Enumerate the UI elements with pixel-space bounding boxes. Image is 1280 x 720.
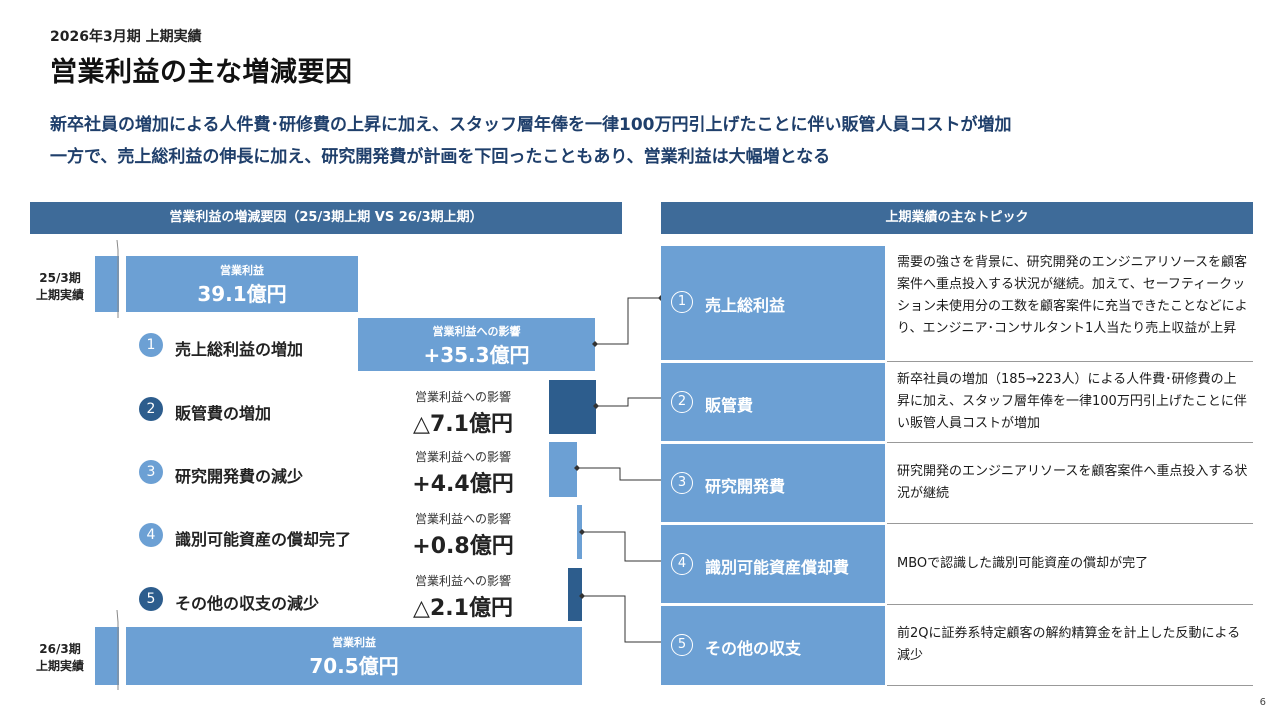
topic-2-box: 2 販管費: [661, 363, 885, 441]
factor-2-label: 販管費の増加: [175, 404, 272, 423]
topic-2-description: 新卒社員の増加（185→223人）による人件費･研修費の上昇に加え、スタッフ層年…: [897, 372, 1247, 431]
topic-4-label: 識別可能資産償却費: [705, 558, 850, 577]
factor-4-label: 識別可能資産の償却完了: [175, 530, 352, 549]
topic-1-box: 1 売上総利益: [661, 246, 885, 360]
topic-1-label: 売上総利益: [705, 296, 786, 315]
factor-1-impact-label: 営業利益への影響: [432, 325, 521, 338]
factor-2-bar: [549, 380, 596, 434]
topic-3-number: 3: [671, 472, 693, 494]
topic-4-box: 4 識別可能資産償却費: [661, 525, 885, 603]
topic-4-description: MBOで認識した識別可能資産の償却が完了: [897, 556, 1149, 571]
topic-1-number: 1: [671, 291, 693, 313]
topic-3-box: 3 研究開発費: [661, 444, 885, 522]
topic-4-number: 4: [671, 553, 693, 575]
topic-5-box: 5 その他の収支: [661, 606, 885, 685]
left-panel-heading: 営業利益の増減要因（25/3期上期 VS 26/3期上期）: [30, 202, 622, 234]
start-axis-stub: [95, 256, 119, 312]
factor-4-impact-label: 営業利益への影響: [414, 512, 511, 526]
topic-5-description: 前2Qに証券系特定顧客の解約精算金を計上した反動による減少: [897, 626, 1241, 663]
factor-1-number: 1: [139, 333, 163, 357]
factor-3-impact-label: 営業利益への影響: [414, 450, 511, 464]
end-period-label: 26/3期 上期実績: [30, 641, 90, 675]
factor-3-label: 研究開発費の減少: [175, 467, 304, 486]
page-title: 営業利益の主な増減要因: [50, 57, 353, 88]
topic-2-number: 2: [671, 391, 693, 413]
lead-text-1: 新卒社員の増加による人件費･研修費の上昇に加え、スタッフ層年俸を一律100万円引…: [50, 115, 1012, 135]
start-side-2: 上期実績: [35, 288, 84, 302]
topic-3-label: 研究開発費: [705, 477, 786, 496]
divider-5: [887, 685, 1253, 686]
end-operating-profit-bar: 営業利益 70.5億円: [126, 627, 582, 685]
topic-5-number: 5: [671, 634, 693, 656]
topic-2-label: 販管費: [705, 396, 754, 415]
topic-1-description: 需要の強さを背景に、研究開発のエンジニアリソースを顧客案件へ重点投入する状況が継…: [897, 255, 1248, 336]
start-bar-label: 営業利益: [220, 264, 264, 277]
factor-1-label: 売上総利益の増加: [175, 340, 304, 359]
factor-5-bar: [568, 568, 582, 621]
factor-5-value: △2.1億円: [413, 596, 513, 621]
end-axis-stub: [95, 627, 119, 685]
topic-3-description: 研究開発のエンジニアリソースを顧客案件へ重点投入する状況が継続: [897, 464, 1248, 501]
factor-2-impact-label: 営業利益への影響: [414, 390, 511, 404]
lead-text-2: 一方で、売上総利益の伸長に加え、研究開発費が計画を下回ったこともあり、営業利益は…: [50, 147, 831, 167]
divider-4: [887, 604, 1253, 605]
start-side-1: 25/3期: [39, 271, 81, 285]
start-period-label: 25/3期 上期実績: [30, 270, 90, 304]
factor-4-value: +0.8億円: [412, 534, 514, 559]
divider-2: [887, 442, 1253, 443]
divider-3: [887, 523, 1253, 524]
right-panel-heading: 上期業績の主なトピック: [661, 202, 1253, 234]
factor-5-label: その他の収支の減少: [175, 594, 320, 613]
factor-4-bar: [577, 505, 582, 559]
factor-5-number: 5: [139, 587, 163, 611]
factor-4-number: 4: [139, 523, 163, 547]
start-operating-profit-bar: 営業利益 39.1億円: [126, 256, 358, 312]
end-bar-label: 営業利益: [332, 636, 376, 649]
end-bar-value: 70.5億円: [309, 654, 399, 678]
page-number: 6: [1259, 697, 1266, 708]
factor-3-number: 3: [139, 460, 163, 484]
factor-3-bar: [549, 442, 577, 497]
factor-5-impact-label: 営業利益への影響: [414, 574, 511, 588]
page-subtitle: 2026年3月期 上期実績: [50, 29, 202, 45]
end-side-2: 上期実績: [35, 659, 84, 673]
start-bar-value: 39.1億円: [197, 282, 287, 306]
topic-5-label: その他の収支: [705, 639, 802, 658]
factor-1-bar: 営業利益への影響 +35.3億円: [358, 318, 595, 371]
factor-1-value: +35.3億円: [423, 343, 530, 367]
factor-3-value: +4.4億円: [412, 472, 514, 497]
end-side-1: 26/3期: [39, 642, 81, 656]
divider-1: [887, 361, 1253, 362]
factor-2-value: △7.1億円: [413, 412, 513, 437]
factor-2-number: 2: [139, 397, 163, 421]
